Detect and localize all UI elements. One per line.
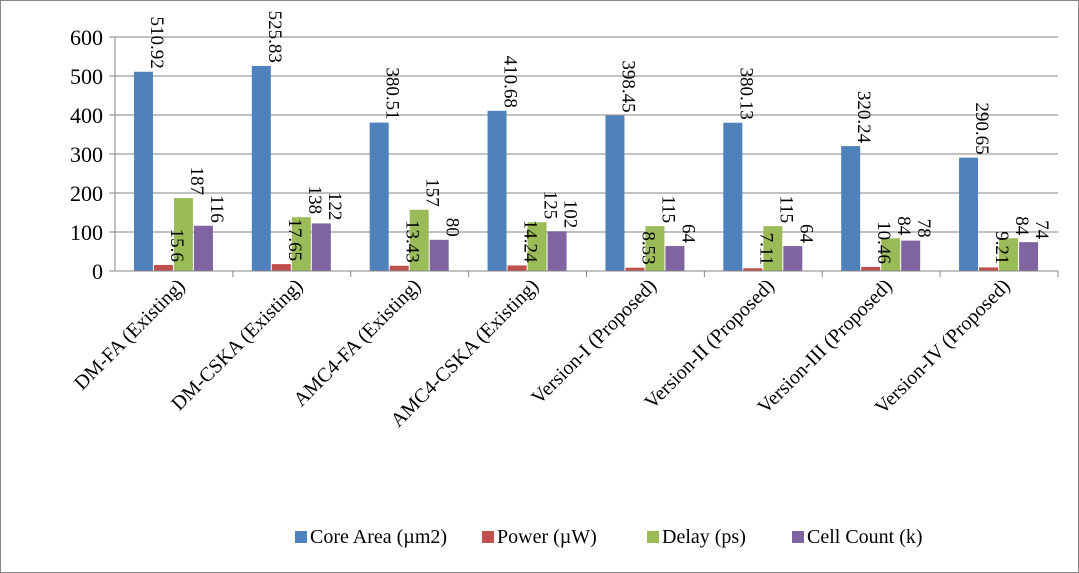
category-label: Version-III (Proposed): [754, 275, 897, 418]
data-label: 290.65: [971, 102, 992, 154]
data-label: 17.65: [284, 218, 305, 261]
y-tick-label: 400: [70, 103, 103, 128]
y-tick-label: 100: [70, 220, 103, 245]
bar: [881, 238, 901, 271]
data-label: 115: [657, 195, 678, 223]
data-label: 14.24: [520, 220, 541, 263]
legend-label: Core Area (µm2): [310, 526, 447, 548]
bar: [133, 71, 153, 271]
data-label: 9.21: [991, 231, 1012, 264]
data-label: 78: [913, 219, 934, 238]
legend: Core Area (µm2) Power (µW) Delay (ps) Cell …: [295, 526, 923, 548]
bar: [409, 209, 429, 271]
bar: [507, 265, 527, 271]
bar: [783, 246, 803, 271]
bar: [979, 267, 999, 271]
bar: [959, 157, 979, 271]
data-label: 64: [795, 224, 816, 244]
data-label: 380.13: [735, 67, 756, 119]
bar: [291, 217, 311, 271]
bar: [193, 225, 213, 271]
bar: [311, 223, 331, 271]
bars: [133, 65, 1039, 272]
data-label: 102: [560, 200, 581, 229]
legend-label: Power (µW): [497, 526, 597, 548]
bar: [369, 122, 389, 271]
bar: [153, 264, 173, 271]
data-label: 510.92: [146, 16, 167, 68]
bar: [605, 115, 625, 272]
bar: [665, 246, 685, 271]
bar: [429, 239, 449, 271]
category-label: Version-IV (Proposed): [871, 275, 1015, 419]
category-label: Version-II (Proposed): [640, 275, 778, 413]
legend-label: Cell Count (k): [807, 526, 923, 548]
data-label: 157: [422, 178, 443, 207]
bar: [743, 268, 763, 271]
legend-swatch: [647, 531, 659, 543]
bar: [763, 226, 783, 271]
data-label: 138: [304, 186, 325, 215]
bar: [173, 198, 193, 271]
legend-label: Delay (ps): [662, 526, 746, 548]
data-label: 187: [186, 167, 207, 196]
bar: [251, 65, 271, 271]
data-label: 84: [1011, 216, 1032, 236]
data-label: 320.24: [853, 91, 874, 144]
data-label: 410.68: [500, 56, 521, 108]
legend-swatch: [482, 531, 494, 543]
bar: [645, 226, 665, 271]
data-label: 398.45: [617, 60, 638, 112]
data-label: 122: [324, 192, 345, 221]
data-label: 74: [1031, 220, 1052, 240]
y-tick-label: 200: [70, 181, 103, 206]
y-tick-label: 300: [70, 142, 103, 167]
bar: [547, 231, 567, 271]
data-label: 115: [775, 195, 796, 223]
category-label: DM-FA (Existing): [70, 275, 189, 394]
data-label: 525.83: [264, 11, 285, 63]
data-label: 13.43: [402, 220, 423, 263]
data-label: 10.46: [873, 221, 894, 264]
y-tick-label: 500: [70, 64, 103, 89]
data-label: 116: [206, 195, 227, 223]
category-label: Version-I (Proposed): [527, 275, 661, 409]
bar: [999, 238, 1019, 271]
data-label: 15.6: [166, 229, 187, 262]
data-label: 7.11: [755, 233, 776, 266]
bar: [1019, 242, 1039, 271]
data-label: 84: [893, 216, 914, 236]
bar: [901, 240, 921, 271]
data-label: 64: [677, 224, 698, 244]
bar: [271, 264, 291, 271]
legend-swatch: [792, 531, 804, 543]
gridlines: [115, 36, 1058, 233]
bar: [527, 222, 547, 271]
category-label: DM-CSKA (Existing): [167, 275, 307, 415]
bar: [487, 110, 507, 271]
bar: [841, 146, 861, 271]
legend-swatch: [295, 531, 307, 543]
category-label: AMC4-FA (Existing): [289, 275, 425, 411]
data-label: 80: [442, 218, 463, 237]
y-tick-label: 600: [70, 25, 103, 50]
data-label: 380.51: [382, 67, 403, 119]
bar: [861, 266, 881, 271]
bar: [625, 267, 645, 271]
data-label: 125: [540, 191, 561, 220]
data-label: 8.53: [637, 231, 658, 264]
bar: [723, 122, 743, 271]
y-tick-label: 0: [92, 259, 103, 284]
bar: [389, 265, 409, 271]
